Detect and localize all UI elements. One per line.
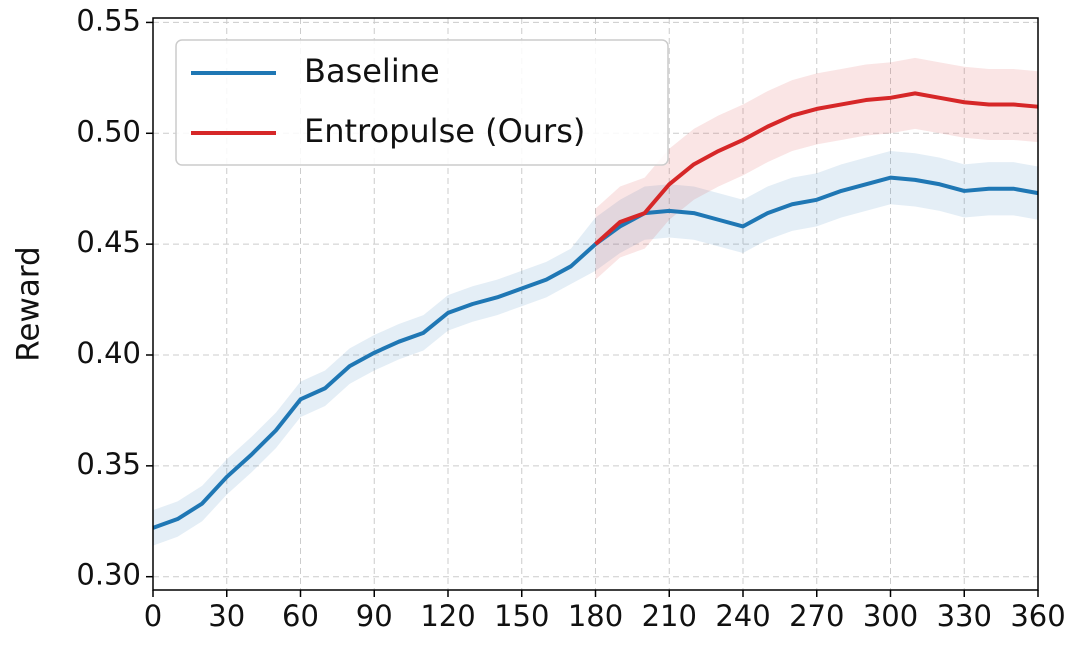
x-tick-label: 330 bbox=[937, 599, 992, 633]
x-tick-label: 60 bbox=[282, 599, 319, 633]
x-tick-label: 210 bbox=[642, 599, 697, 633]
x-tick-label: 30 bbox=[208, 599, 245, 633]
legend-label: Entropulse (Ours) bbox=[304, 112, 585, 150]
legend-box bbox=[175, 39, 669, 166]
x-tick-label: 120 bbox=[420, 599, 475, 633]
band bbox=[595, 57, 1038, 280]
band bbox=[153, 151, 1038, 546]
y-tick-label: 0.40 bbox=[76, 336, 141, 370]
y-tick-label: 0.35 bbox=[76, 447, 141, 481]
x-tick-label: 270 bbox=[789, 599, 844, 633]
x-tick-label: 90 bbox=[356, 599, 393, 633]
y-tick-label: 0.50 bbox=[76, 114, 141, 148]
y-tick-label: 0.55 bbox=[76, 3, 141, 37]
x-tick-label: 240 bbox=[715, 599, 770, 633]
x-tick-label: 300 bbox=[863, 599, 918, 633]
series-line bbox=[152, 175, 1039, 530]
y-axis-label: Reward bbox=[11, 246, 47, 361]
series-line bbox=[594, 91, 1039, 246]
x-tick-label: 150 bbox=[494, 599, 549, 633]
x-tick-label: 360 bbox=[1010, 599, 1065, 633]
legend-label: Baseline bbox=[304, 52, 440, 90]
plot-frame bbox=[152, 17, 1039, 591]
y-tick-label: 0.45 bbox=[76, 225, 141, 259]
y-tick-label: 0.30 bbox=[76, 558, 141, 592]
x-tick-label: 180 bbox=[568, 599, 623, 633]
x-tick-label: 0 bbox=[144, 599, 162, 633]
